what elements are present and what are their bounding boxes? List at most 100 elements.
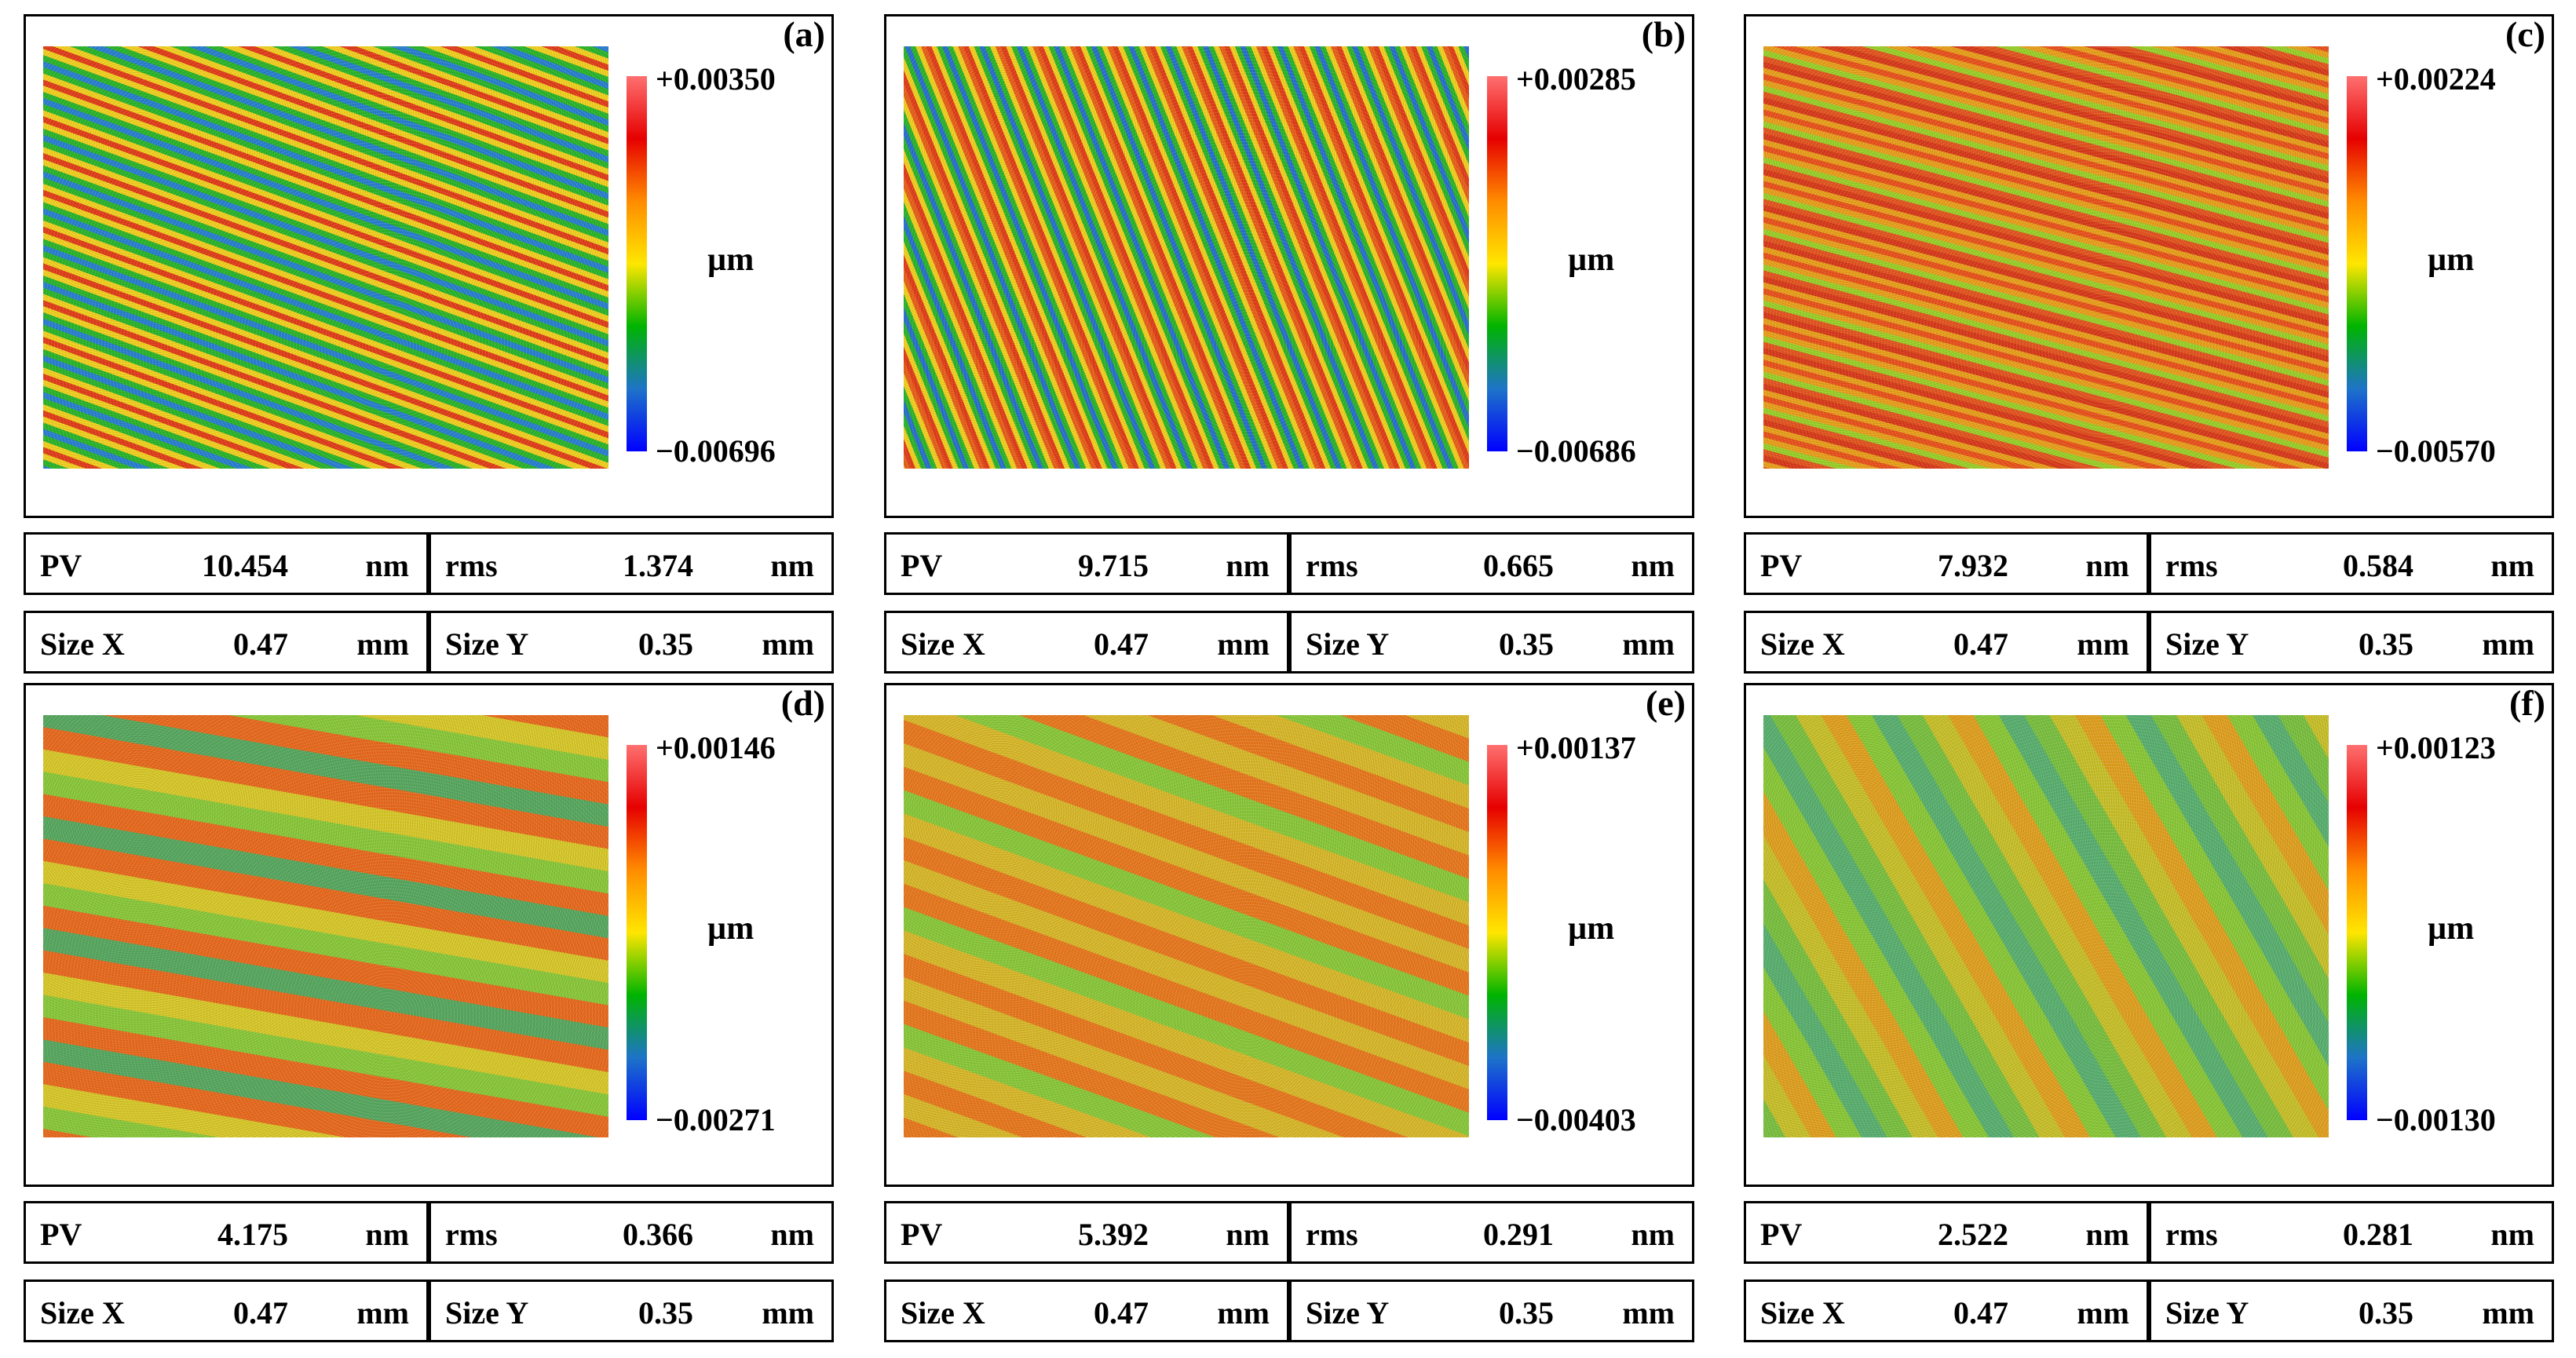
panel-f: (f) +0.00123 µm −0.00130 PV 2.522 nm rms…	[1744, 683, 2554, 1342]
pv-cell: PV 10.454 nm	[24, 532, 429, 595]
panel-label: (d)	[780, 683, 825, 723]
stats-row-size: Size X 0.47 mm Size Y 0.35 mm	[24, 1280, 834, 1342]
size-x-unit: mm	[1217, 626, 1270, 662]
size-x-cell: Size X 0.47 mm	[884, 611, 1289, 674]
surface-map-frame: (a) +0.00350 µm −0.00696	[24, 14, 834, 518]
rms-cell: rms 0.291 nm	[1289, 1201, 1694, 1264]
pv-cell: PV 2.522 nm	[1744, 1201, 2149, 1264]
size-x-label: Size X	[1760, 626, 1845, 662]
pv-label: PV	[1760, 548, 1803, 583]
rms-cell: rms 0.366 nm	[429, 1201, 834, 1264]
surface-map-frame: (d) +0.00146 µm −0.00271	[24, 683, 834, 1187]
size-y-value: 0.35	[638, 626, 693, 662]
rms-value: 0.665	[1483, 548, 1554, 583]
rms-label: rms	[445, 548, 498, 583]
rms-cell: rms 0.281 nm	[2149, 1201, 2554, 1264]
stats-row-pv-rms: PV 9.715 nm rms 0.665 nm	[884, 532, 1694, 595]
pv-unit: nm	[365, 1217, 409, 1252]
panel-e: (e) +0.00137 µm −0.00403 PV 5.392 nm rms…	[884, 683, 1694, 1342]
pv-unit: nm	[1226, 1217, 1270, 1252]
color-scale-min: −0.00130	[2376, 1102, 2496, 1137]
rms-value: 0.281	[2343, 1217, 2413, 1252]
size-x-cell: Size X 0.47 mm	[1744, 611, 2149, 674]
rms-label: rms	[445, 1217, 498, 1252]
surface-height-map	[1763, 46, 2329, 469]
color-scale-unit: µm	[1568, 242, 1615, 278]
stats-row-pv-rms: PV 10.454 nm rms 1.374 nm	[24, 532, 834, 595]
panel-label: (f)	[2509, 683, 2545, 723]
pv-unit: nm	[2085, 548, 2129, 583]
color-scale-min: −0.00403	[1516, 1102, 1636, 1137]
color-scale-min: −0.00271	[656, 1102, 776, 1137]
rms-label: rms	[1306, 548, 1358, 583]
surface-map-frame: (e) +0.00137 µm −0.00403	[884, 683, 1694, 1187]
size-x-value: 0.47	[1094, 1295, 1149, 1331]
rms-cell: rms 1.374 nm	[429, 532, 834, 595]
rms-cell: rms 0.584 nm	[2149, 532, 2554, 595]
pv-cell: PV 7.932 nm	[1744, 532, 2149, 595]
size-x-unit: mm	[2077, 1295, 2129, 1331]
color-scale-unit: µm	[2428, 242, 2475, 278]
size-x-value: 0.47	[233, 1295, 288, 1331]
size-y-cell: Size Y 0.35 mm	[429, 611, 834, 674]
size-y-unit: mm	[1622, 1295, 1675, 1331]
size-y-label: Size Y	[1306, 1295, 1390, 1331]
size-y-label: Size Y	[445, 1295, 529, 1331]
size-x-label: Size X	[901, 626, 985, 662]
size-x-unit: mm	[1217, 1295, 1270, 1331]
rms-unit: nm	[770, 1217, 814, 1252]
rms-unit: nm	[1631, 548, 1675, 583]
color-scale-bar	[1487, 745, 1507, 1120]
stats-row-size: Size X 0.47 mm Size Y 0.35 mm	[884, 1280, 1694, 1342]
surface-height-map	[904, 715, 1469, 1137]
size-x-value: 0.47	[233, 626, 288, 662]
color-scale-max: +0.00123	[2376, 730, 2496, 765]
panel-c: (c) +0.00224 µm −0.00570 PV 7.932 nm rms…	[1744, 14, 2554, 674]
color-scale-bar	[627, 745, 647, 1120]
color-scale-min: −0.00696	[656, 433, 776, 469]
stats-row-pv-rms: PV 7.932 nm rms 0.584 nm	[1744, 532, 2554, 595]
rms-value: 0.291	[1483, 1217, 1554, 1252]
stats-row-size: Size X 0.47 mm Size Y 0.35 mm	[1744, 611, 2554, 674]
pv-cell: PV 9.715 nm	[884, 532, 1289, 595]
size-y-value: 0.35	[2359, 1295, 2413, 1331]
size-x-cell: Size X 0.47 mm	[24, 611, 429, 674]
stats-row-size: Size X 0.47 mm Size Y 0.35 mm	[24, 611, 834, 674]
rms-label: rms	[2165, 548, 2218, 583]
color-scale-max: +0.00137	[1516, 730, 1636, 765]
color-scale-min: −0.00686	[1516, 433, 1636, 469]
size-y-value: 0.35	[1499, 626, 1554, 662]
stats-row-size: Size X 0.47 mm Size Y 0.35 mm	[1744, 1280, 2554, 1342]
size-x-label: Size X	[1760, 1295, 1845, 1331]
pv-unit: nm	[1226, 548, 1270, 583]
pv-label: PV	[1760, 1217, 1803, 1252]
size-y-unit: mm	[2482, 626, 2534, 662]
size-y-value: 0.35	[638, 1295, 693, 1331]
pv-value: 2.522	[1938, 1217, 2008, 1252]
color-scale-bar	[2347, 76, 2367, 451]
rms-unit: nm	[770, 548, 814, 583]
size-y-cell: Size Y 0.35 mm	[2149, 1280, 2554, 1342]
size-x-label: Size X	[40, 1295, 125, 1331]
surface-height-map	[904, 46, 1469, 469]
color-scale-unit: µm	[707, 911, 755, 947]
panel-label: (b)	[1641, 14, 1686, 54]
color-scale-max: +0.00350	[656, 61, 776, 97]
pv-label: PV	[901, 1217, 943, 1252]
color-scale-bar	[1487, 76, 1507, 451]
color-scale-unit: µm	[1568, 911, 1615, 947]
panel-label: (c)	[2505, 14, 2545, 54]
stats-row-pv-rms: PV 4.175 nm rms 0.366 nm	[24, 1201, 834, 1264]
size-x-cell: Size X 0.47 mm	[884, 1280, 1289, 1342]
pv-label: PV	[40, 1217, 82, 1252]
size-x-label: Size X	[40, 626, 125, 662]
pv-value: 9.715	[1078, 548, 1149, 583]
size-y-unit: mm	[2482, 1295, 2534, 1331]
pv-cell: PV 5.392 nm	[884, 1201, 1289, 1264]
size-y-unit: mm	[1622, 626, 1675, 662]
pv-unit: nm	[2085, 1217, 2129, 1252]
size-y-label: Size Y	[2165, 626, 2249, 662]
size-x-cell: Size X 0.47 mm	[24, 1280, 429, 1342]
color-scale-max: +0.00146	[656, 730, 776, 765]
surface-map-frame: (c) +0.00224 µm −0.00570	[1744, 14, 2554, 518]
